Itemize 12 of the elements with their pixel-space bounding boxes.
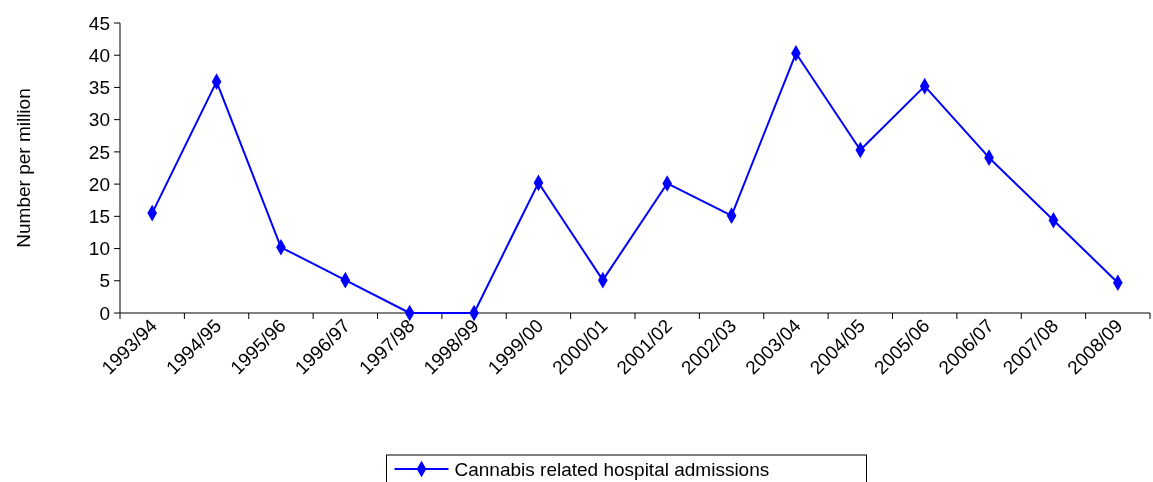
y-tick-label: 40	[88, 44, 110, 66]
y-tick-label: 5	[99, 270, 110, 292]
y-tick-label: 45	[88, 12, 110, 34]
y-tick-label: 15	[88, 205, 110, 227]
y-tick-label: 25	[88, 141, 110, 163]
y-tick-label: 0	[99, 302, 110, 324]
legend-label: Cannabis related hospital admissions	[454, 458, 770, 480]
y-axis-title: Number per million	[13, 88, 34, 248]
y-tick-label: 10	[88, 238, 110, 260]
y-tick-label: 35	[88, 77, 110, 99]
y-tick-label: 20	[88, 173, 110, 195]
y-tick-label: 30	[88, 109, 110, 131]
